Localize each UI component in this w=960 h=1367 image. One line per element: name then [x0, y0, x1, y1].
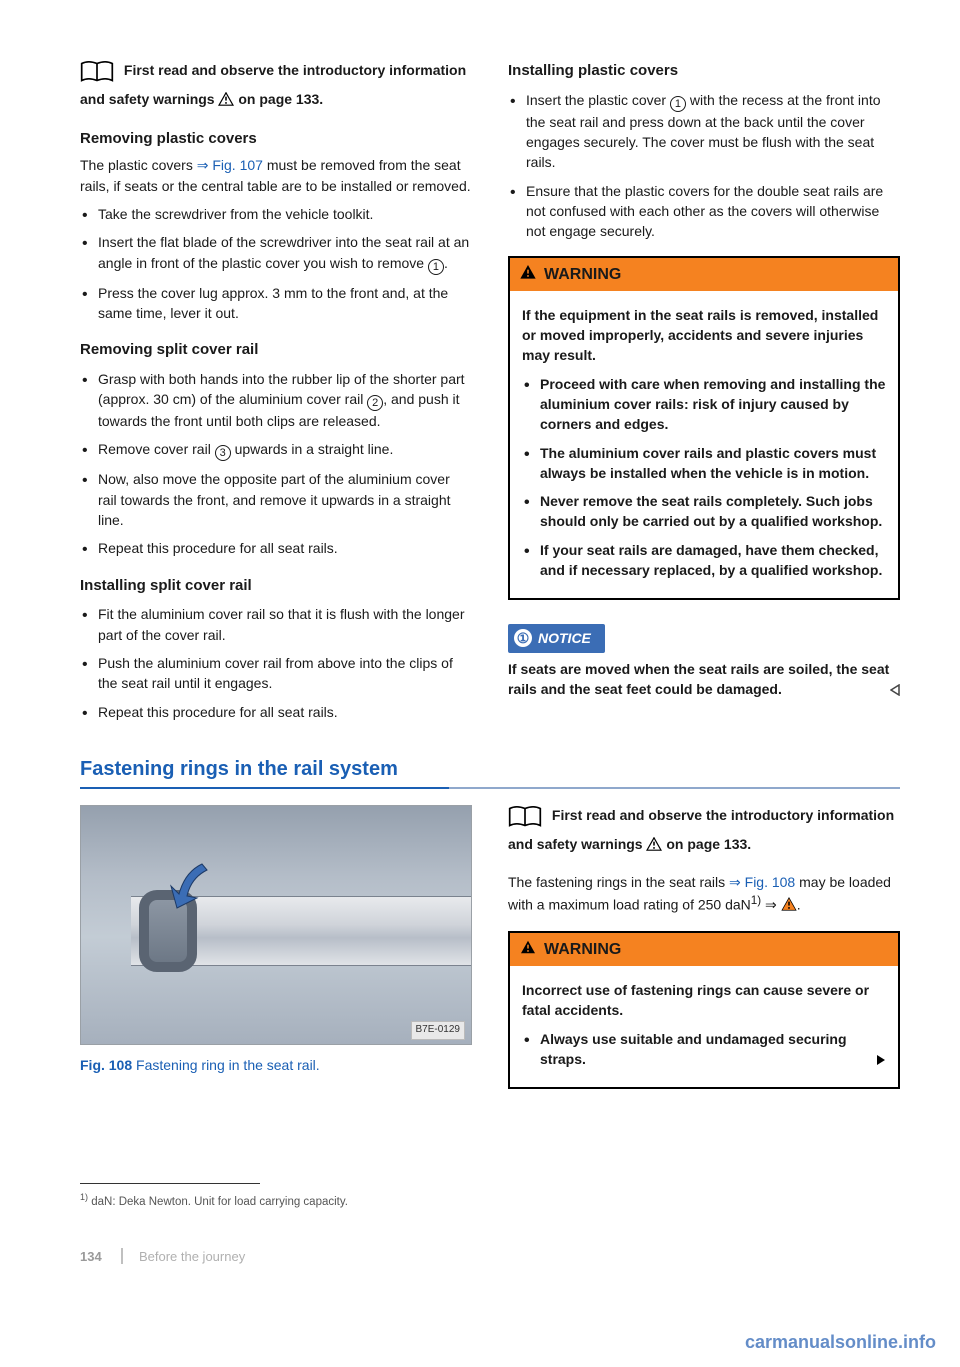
warning-box: WARNING If the equipment in the seat rai… — [508, 256, 900, 601]
bullet: Repeat this procedure for all seat rails… — [80, 702, 472, 722]
bullet: Push the aluminium cover rail from above… — [80, 653, 472, 694]
bullet: Take the screwdriver from the vehicle to… — [80, 204, 472, 224]
heading-installing-split: Installing split cover rail — [80, 575, 472, 597]
notice-body: If seats are moved when the seat rails a… — [508, 659, 900, 700]
manual-page: First read and observe the introductory … — [0, 0, 960, 1367]
para: The fastening rings in the seat rails ⇒ … — [508, 872, 900, 916]
intro-after: on page 133. — [234, 91, 323, 107]
info-icon: ① — [514, 629, 532, 647]
end-marker-icon — [890, 681, 900, 701]
warning-title: WARNING — [544, 263, 621, 286]
bullet: Fit the aluminium cover rail so that it … — [80, 604, 472, 645]
section-rule — [80, 787, 900, 789]
book-icon — [508, 805, 542, 834]
warning-triangle-icon — [218, 91, 234, 111]
right-column: Installing plastic covers Insert the pla… — [508, 60, 900, 730]
book-icon — [80, 60, 114, 89]
circled-2: 2 — [367, 395, 383, 411]
footnote-rule — [80, 1183, 260, 1184]
warning-title: WARNING — [544, 938, 621, 961]
continue-marker-icon — [876, 1051, 886, 1071]
footnote: 1) daN: Deka Newton. Unit for load carry… — [80, 1192, 900, 1208]
warning-header: WARNING — [510, 258, 898, 291]
warning-bullet: Proceed with care when removing and inst… — [522, 374, 886, 435]
left-column: First read and observe the introductory … — [80, 60, 472, 730]
figure-caption: Fig. 108 Fastening ring in the seat rail… — [80, 1055, 472, 1075]
bullet: Ensure that the plastic covers for the d… — [508, 181, 900, 242]
watermark: carmanualsonline.info — [745, 1332, 936, 1353]
left-column-2: B7E-0129 Fig. 108 Fastening ring in the … — [80, 805, 472, 1103]
warning-para: If the equipment in the seat rails is re… — [522, 305, 886, 366]
figure-108: B7E-0129 — [80, 805, 472, 1045]
warning-bullet: The aluminium cover rails and plastic co… — [522, 443, 886, 484]
intro-text: First read and observe the introductory … — [508, 807, 894, 852]
chapter-name: Before the journey — [139, 1249, 245, 1264]
warning-bullet: Never remove the seat rails completely. … — [522, 491, 886, 532]
intro-block-left: First read and observe the introductory … — [80, 60, 472, 112]
warning-body: If the equipment in the seat rails is re… — [510, 291, 898, 599]
notice-label: NOTICE — [538, 628, 591, 648]
heading-installing-plastic: Installing plastic covers — [508, 60, 900, 82]
bullet: Remove cover rail 3 upwards in a straigh… — [80, 439, 472, 461]
para: The plastic covers ⇒ Fig. 107 must be re… — [80, 155, 472, 196]
lower-columns: B7E-0129 Fig. 108 Fastening ring in the … — [80, 805, 900, 1103]
warning-box-2: WARNING Incorrect use of fastening rings… — [508, 931, 900, 1089]
warning-triangle-orange-icon — [781, 896, 797, 916]
heading-removing-split: Removing split cover rail — [80, 339, 472, 361]
warning-bullet: If your seat rails are damaged, have the… — [522, 540, 886, 581]
intro-block-right: First read and observe the introductory … — [508, 805, 900, 857]
blue-arrow-icon — [167, 854, 227, 919]
notice-header: ① NOTICE — [508, 624, 605, 652]
warning-triangle-icon — [520, 263, 536, 286]
warning-bullet: Always use suitable and undamaged securi… — [522, 1029, 886, 1070]
section-title-fastening: Fastening rings in the rail system — [80, 758, 900, 781]
circled-1: 1 — [670, 96, 686, 112]
warning-header: WARNING — [510, 933, 898, 966]
bullet: Insert the flat blade of the screwdriver… — [80, 232, 472, 274]
circled-1: 1 — [428, 259, 444, 275]
page-footer: 134 Before the journey — [80, 1248, 900, 1264]
bullet: Now, also move the opposite part of the … — [80, 469, 472, 530]
right-column-2: First read and observe the introductory … — [508, 805, 900, 1103]
warning-triangle-icon — [646, 836, 662, 856]
circled-3: 3 — [215, 445, 231, 461]
intro-text: First read and observe the introductory … — [80, 62, 466, 107]
upper-columns: First read and observe the introductory … — [80, 60, 900, 730]
warning-triangle-icon — [520, 938, 536, 961]
fig-ref-107: ⇒ Fig. 107 — [197, 157, 263, 173]
bullet: Press the cover lug approx. 3 mm to the … — [80, 283, 472, 324]
page-number: 134 — [80, 1249, 102, 1264]
bullet: Grasp with both hands into the rubber li… — [80, 369, 472, 432]
bullet: Insert the plastic cover 1 with the rece… — [508, 90, 900, 173]
fig-ref-108: ⇒ Fig. 108 — [729, 874, 795, 890]
warning-body: Incorrect use of fastening rings can cau… — [510, 966, 898, 1087]
footer-divider — [121, 1248, 123, 1264]
figure-code: B7E-0129 — [411, 1021, 465, 1040]
heading-removing-plastic: Removing plastic covers — [80, 128, 472, 150]
warning-para: Incorrect use of fastening rings can cau… — [522, 980, 886, 1021]
bullet: Repeat this procedure for all seat rails… — [80, 538, 472, 558]
